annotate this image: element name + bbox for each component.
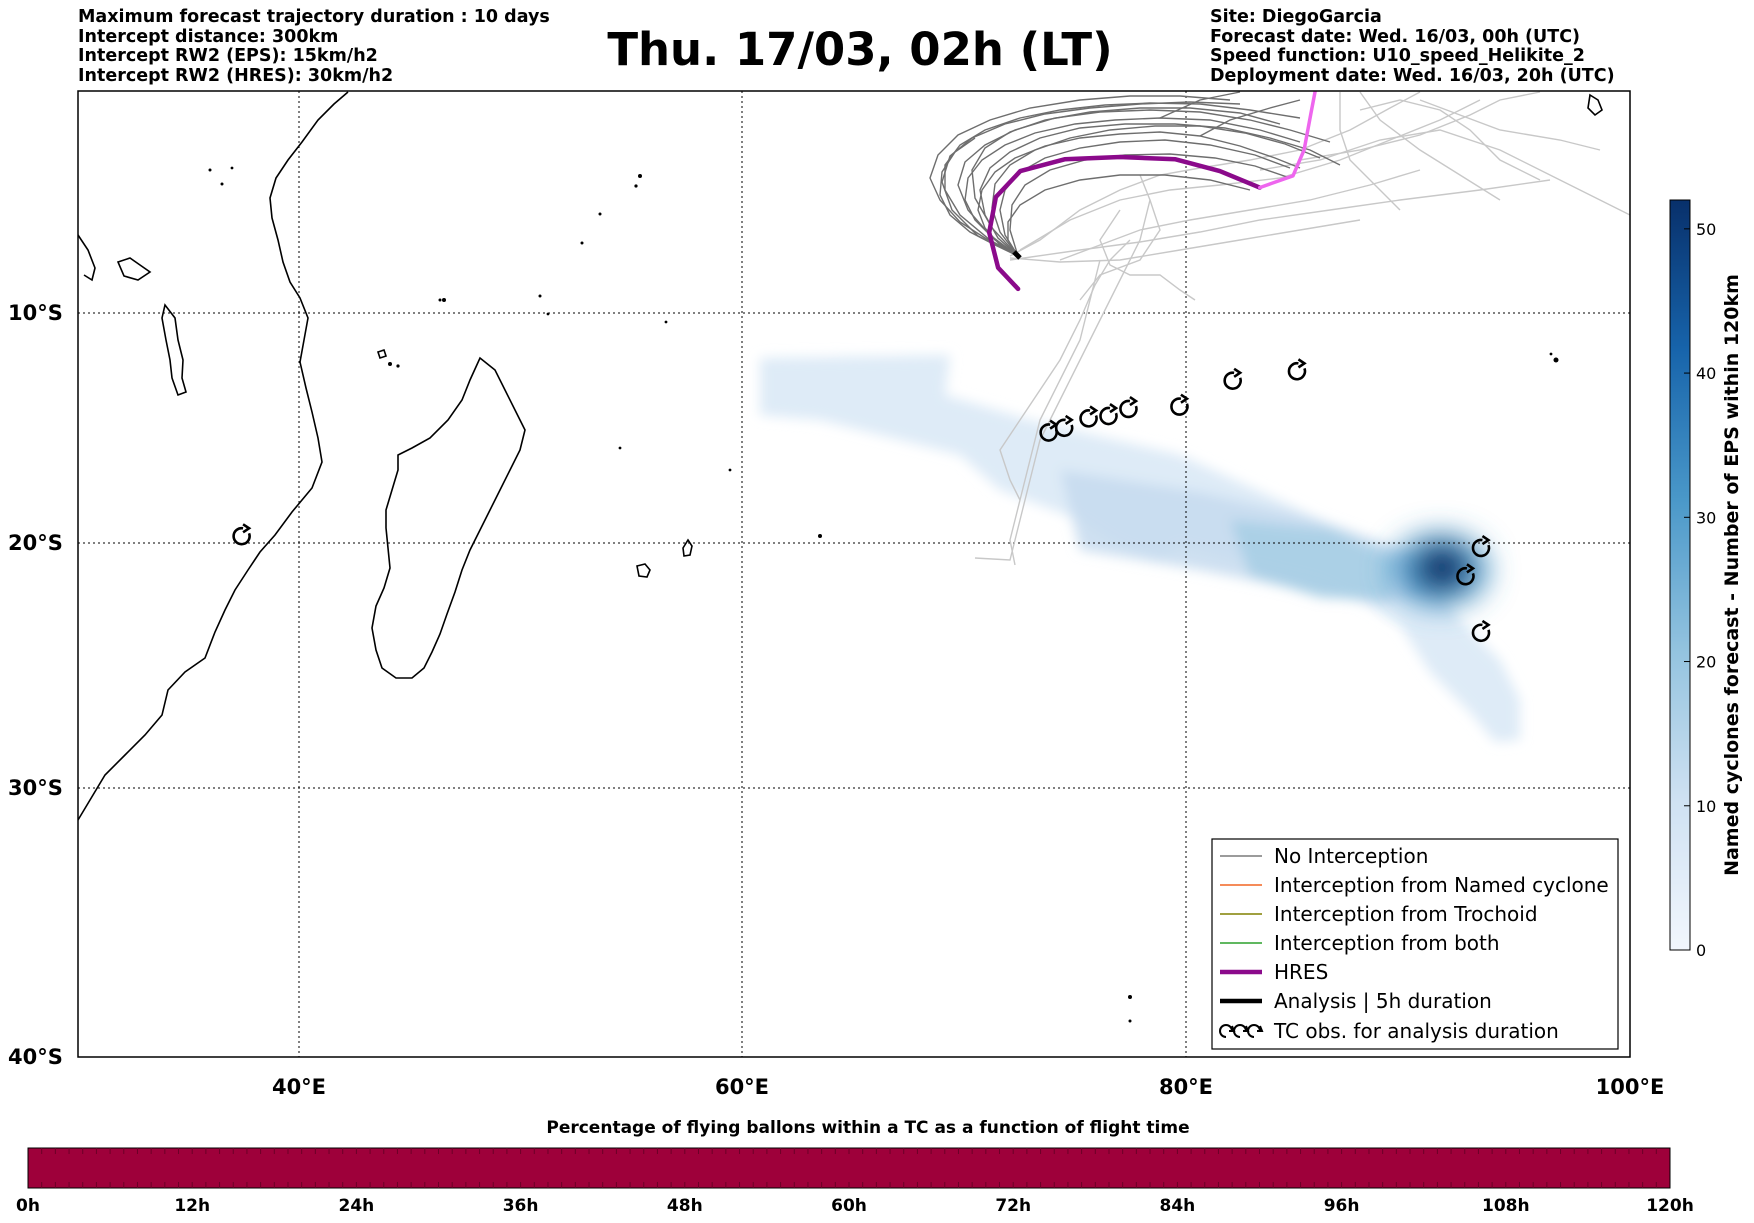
legend-label: HRES — [1274, 960, 1328, 984]
legend: No Interception Interception from Named … — [1211, 838, 1619, 1050]
madagascar-coastline — [371, 356, 526, 679]
tc-obs-marker — [1223, 367, 1243, 390]
lon-axis-labels: 40°E 60°E 80°E 100°E — [272, 1075, 1664, 1099]
colorbar-ticks: 0 10 20 30 40 50 — [1684, 220, 1716, 960]
colorbar-scale — [1669, 199, 1691, 951]
tc-obs-marker — [1170, 393, 1190, 416]
flight-bar-fill — [27, 1147, 1671, 1189]
lat-tick-label: 10°S — [8, 301, 63, 325]
eps-density-field — [760, 355, 1520, 742]
map-frame — [77, 90, 1631, 1058]
info-line: Intercept RW2 (EPS): 15km/h2 — [78, 46, 378, 66]
legend-label: Analysis | 5h duration — [1274, 989, 1492, 1013]
flight-bar-tick-label: 60h — [831, 1196, 867, 1216]
africa-coastline — [78, 91, 349, 821]
info-line: Deployment date: Wed. 16/03, 20h (UTC) — [1210, 65, 1615, 86]
lake-malawi — [161, 303, 187, 397]
colorbar-tick-label: 0 — [1696, 941, 1706, 960]
info-line: Intercept RW2 (HRES): 30km/h2 — [78, 65, 394, 86]
tc-obs-marker — [1287, 358, 1307, 381]
info-line: Site: DiegoGarcia — [1210, 7, 1382, 27]
colorbar-tick-label: 20 — [1696, 653, 1716, 672]
lat-tick-label: 20°S — [8, 531, 63, 555]
info-line: Speed function: U10_speed_Helikite_2 — [1210, 46, 1585, 66]
gridlines — [78, 91, 1630, 1057]
hres-trajectory-future — [1257, 91, 1317, 190]
flight-bar-tick-label: 108h — [1482, 1196, 1530, 1216]
map-area — [78, 91, 1630, 1057]
colorbar-tick-label: 30 — [1696, 508, 1716, 527]
tc-obs-marker — [1099, 403, 1119, 426]
flight-bar-ticks: 0h 12h 24h 36h 48h 60h 72h 84h 96h 108h 120h — [16, 1196, 1694, 1216]
coastlines — [78, 91, 1603, 821]
flight-bar-tick-label: 84h — [1160, 1196, 1196, 1216]
flight-bar-tick-label: 36h — [503, 1196, 539, 1216]
legend-label: Interception from Named cyclone — [1274, 873, 1609, 897]
flight-bar-tick-label: 24h — [339, 1196, 375, 1216]
flight-bar-tick-label: 96h — [1324, 1196, 1360, 1216]
mauritius-island — [682, 538, 693, 557]
tc-obs-marker — [1471, 619, 1491, 643]
lon-tick-label: 40°E — [272, 1075, 326, 1099]
lat-tick-label: 40°S — [8, 1045, 63, 1069]
flight-bar-tick-label: 12h — [174, 1196, 210, 1216]
legend-label: Interception from Trochoid — [1274, 902, 1538, 926]
flight-time-bar: Percentage of flying ballons within a TC… — [16, 1118, 1694, 1216]
tc-obs-marker — [1456, 563, 1476, 586]
lat-axis-labels: 10°S 20°S 30°S 40°S — [8, 301, 63, 1069]
legend-label: TC obs. for analysis duration — [1273, 1019, 1559, 1043]
lat-tick-label: 30°S — [8, 776, 63, 800]
comoros — [376, 348, 388, 360]
colorbar-tick-label: 40 — [1696, 364, 1716, 383]
colorbar-label: Named cyclones forecast - Number of EPS … — [1721, 274, 1743, 876]
eps-density-core — [1390, 532, 1490, 608]
legend-label: No Interception — [1274, 844, 1428, 868]
legend-label: Interception from both — [1274, 931, 1500, 955]
info-line: Maximum forecast trajectory duration : 1… — [78, 7, 550, 27]
hres-trajectory — [986, 154, 1262, 292]
colorbar-tick-label: 50 — [1696, 220, 1716, 239]
tc-obs-marker — [232, 523, 252, 546]
reunion-island — [636, 563, 651, 578]
lon-tick-label: 80°E — [1159, 1075, 1213, 1099]
flight-bar-tick-label: 48h — [667, 1196, 703, 1216]
tc-obs-marker — [1471, 535, 1491, 558]
flight-bar-tick-label: 120h — [1646, 1196, 1694, 1216]
tc-observations — [232, 358, 1491, 643]
legend-box — [1211, 838, 1619, 1050]
flight-bar-tick-label: 0h — [16, 1196, 40, 1216]
tc-obs-marker — [1119, 395, 1139, 419]
map-title: Thu. 17/03, 02h (LT) — [607, 23, 1113, 76]
tc-symbol-icon — [1219, 1024, 1264, 1038]
tc-obs-marker — [1054, 414, 1074, 438]
density-colorbar: 0 10 20 30 40 50 Named cyclones forecast - Nu… — [1669, 199, 1743, 960]
info-line: Forecast date: Wed. 16/03, 00h (UTC) — [1210, 26, 1581, 47]
info-left: Maximum forecast trajectory duration : 1… — [78, 7, 550, 86]
lon-tick-label: 100°E — [1596, 1075, 1665, 1099]
flight-bar-minor-ticks — [41, 1148, 1657, 1188]
info-line: Intercept distance: 300km — [78, 26, 339, 47]
flight-bar-tick-label: 72h — [995, 1196, 1031, 1216]
lake-tanganyika-shore — [78, 234, 96, 282]
lon-tick-label: 60°E — [715, 1075, 769, 1099]
analysis-trajectory — [1012, 250, 1022, 260]
tc-obs-marker — [1079, 405, 1099, 428]
info-right: Site: DiegoGarcia Forecast date: Wed. 16… — [1210, 7, 1615, 86]
sri-lanka — [1587, 93, 1603, 117]
flight-bar-title: Percentage of flying ballons within a TC… — [546, 1118, 1189, 1138]
lake-victoria — [116, 257, 152, 281]
colorbar-tick-label: 10 — [1696, 797, 1716, 816]
